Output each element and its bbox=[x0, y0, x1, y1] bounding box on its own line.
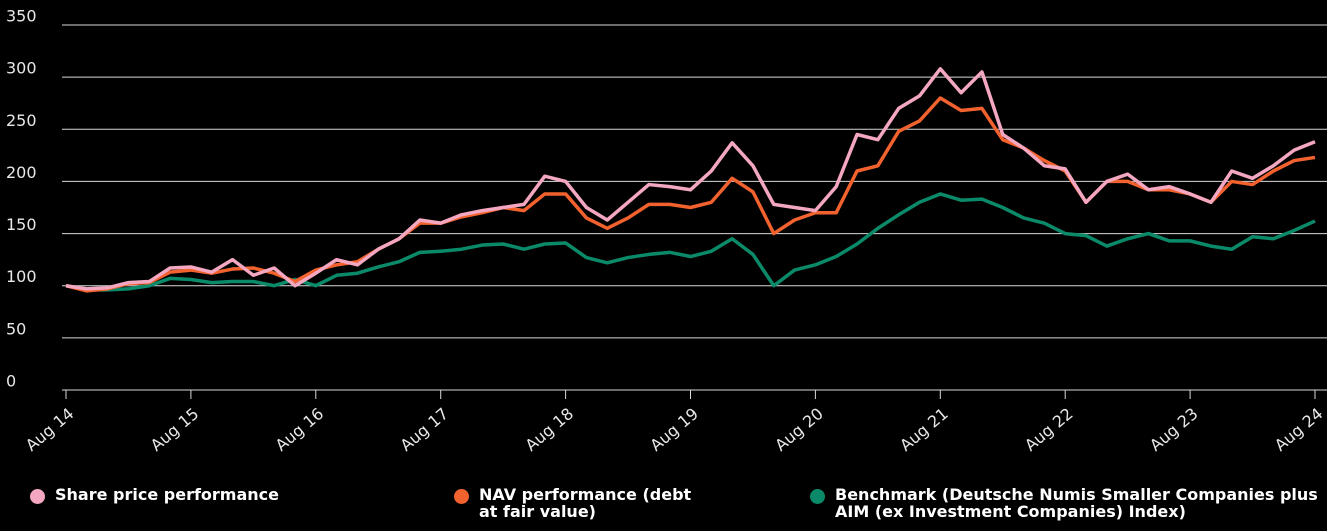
x-tick-label: Aug 24 bbox=[1271, 404, 1327, 455]
series-line bbox=[65, 192, 1316, 292]
legend-label: Benchmark (Deutsche Numis Smaller Compan… bbox=[835, 485, 1318, 521]
legend-label: NAV performance (debt at fair value) bbox=[479, 485, 692, 521]
y-tick-label: 0 bbox=[6, 372, 16, 391]
y-tick-label: 350 bbox=[6, 7, 37, 26]
y-tick-label: 100 bbox=[6, 267, 37, 286]
x-tick-label: Aug 20 bbox=[771, 404, 827, 455]
x-tick-label: Aug 17 bbox=[397, 404, 453, 455]
x-tick-label: Aug 18 bbox=[521, 404, 577, 455]
legend-item: NAV performance (debt at fair value) bbox=[454, 486, 714, 520]
x-tick-label: Aug 14 bbox=[22, 404, 78, 455]
y-tick-label: 200 bbox=[6, 163, 37, 182]
y-tick-label: 150 bbox=[6, 215, 37, 234]
legend-swatch bbox=[810, 489, 825, 504]
legend-label: Share price performance bbox=[55, 485, 279, 504]
x-tick-label: Aug 23 bbox=[1146, 404, 1202, 455]
x-tick-label: Aug 22 bbox=[1021, 404, 1077, 455]
x-tick-label: Aug 19 bbox=[646, 404, 702, 455]
series-line bbox=[65, 67, 1316, 291]
chart: 0 50 100 150 200 250 300 350 Aug 14 Aug 15 Aug 16 A… bbox=[6, 7, 1327, 455]
legend-swatch bbox=[454, 489, 469, 504]
y-tick-label: 250 bbox=[6, 111, 37, 130]
x-tick-label: Aug 16 bbox=[272, 404, 328, 455]
y-tick-label: 300 bbox=[6, 59, 37, 78]
legend-swatch bbox=[30, 489, 45, 504]
x-tick-label: Aug 15 bbox=[147, 404, 203, 455]
x-tick-label: Aug 21 bbox=[896, 404, 952, 455]
legend: Share price performance NAV performance … bbox=[0, 486, 1327, 531]
y-tick-label: 50 bbox=[6, 319, 26, 338]
legend-item: Share price performance bbox=[30, 486, 390, 504]
series-line bbox=[65, 96, 1316, 293]
legend-item: Benchmark (Deutsche Numis Smaller Compan… bbox=[810, 486, 1325, 520]
